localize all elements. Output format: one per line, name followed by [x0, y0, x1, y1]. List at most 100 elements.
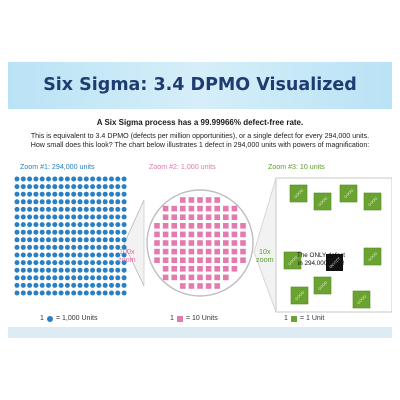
unit-dot: [58, 252, 64, 258]
unit-square: [180, 231, 186, 238]
unit-square: [154, 248, 160, 255]
unit-square: [231, 231, 238, 238]
unit-square: [205, 205, 212, 212]
unit-dot: [83, 191, 89, 197]
unit-square: [240, 248, 246, 255]
unit-dot: [58, 214, 64, 220]
unit-square: [214, 248, 220, 255]
unit-dot: [14, 237, 20, 243]
unit-square: [154, 223, 160, 229]
unit-dot: [33, 214, 39, 220]
unit-dot: [121, 260, 127, 266]
unit-dot: [109, 244, 114, 250]
unit-dot: [20, 222, 26, 228]
unit-square: [205, 231, 212, 238]
unit-dot: [14, 267, 20, 273]
unit-square: [240, 231, 246, 238]
unit-dot: [14, 184, 20, 190]
unit-square: [188, 214, 195, 220]
unit-dot: [46, 206, 51, 212]
unit-dot: [33, 290, 39, 296]
unit-square: [180, 257, 186, 263]
unit-dot: [121, 275, 127, 281]
unit-dot: [64, 290, 70, 296]
unit-dot: [96, 282, 102, 288]
good-unit-tile-label: GOOD: [294, 188, 305, 199]
unit-dot: [71, 260, 77, 266]
unit-square: [223, 214, 229, 220]
unit-dot: [27, 267, 33, 273]
unit-square: [180, 205, 186, 212]
unit-dot: [90, 260, 96, 266]
unit-dot: [14, 206, 20, 212]
unit-dot: [20, 191, 26, 197]
unit-dot: [64, 184, 70, 190]
unit-square: [162, 248, 169, 255]
unit-dot: [27, 191, 33, 197]
unit-square: [231, 214, 238, 220]
unit-dot: [83, 252, 89, 258]
unit-dot: [52, 229, 58, 235]
unit-dot: [102, 222, 108, 228]
unit-dot: [46, 191, 51, 197]
unit-dot: [14, 199, 20, 205]
unit-dot: [64, 237, 70, 243]
unit-dot: [102, 206, 108, 212]
unit-dot-icon: [47, 316, 53, 322]
unit-dot: [83, 244, 89, 250]
unit-square: [240, 240, 246, 246]
unit-square: [240, 257, 246, 263]
unit-dot: [58, 222, 64, 228]
unit-square: [231, 223, 238, 229]
unit-square: [171, 205, 177, 212]
unit-dot: [96, 176, 102, 182]
unit-dot: [58, 260, 64, 266]
unit-dot: [77, 282, 83, 288]
unit-dot: [83, 260, 89, 266]
unit-dot: [90, 252, 96, 258]
unit-square: [231, 257, 238, 263]
unit-square: [171, 248, 177, 255]
unit-dot: [83, 282, 89, 288]
unit-square: [231, 205, 238, 212]
unit-dot: [39, 206, 45, 212]
unit-dot: [14, 260, 20, 266]
unit-dot: [20, 229, 26, 235]
unit-dot: [102, 267, 108, 273]
unit-square: [162, 231, 169, 238]
unit-dot: [46, 237, 51, 243]
unit-dot: [77, 184, 83, 190]
unit-dot: [52, 237, 58, 243]
unit-dot: [58, 206, 64, 212]
unit-dot: [20, 199, 26, 205]
unit-dot: [27, 229, 33, 235]
good-unit-tile: [283, 251, 302, 270]
unit-square: [188, 240, 195, 246]
unit-square: [188, 266, 195, 272]
zoom-tag-100x-value: 100x: [118, 247, 135, 256]
unit-dot: [71, 184, 77, 190]
unit-dot: [14, 275, 20, 281]
unit-dot: [96, 244, 102, 250]
unit-dot: [90, 206, 96, 212]
unit-dot: [64, 260, 70, 266]
footer-bar: [8, 327, 392, 338]
zoom-tag-100x-word: zoom: [118, 255, 136, 264]
unit-dot: [27, 222, 33, 228]
good-unit-tile-label: GOOD: [318, 280, 329, 291]
unit-dot: [102, 290, 108, 296]
good-unit-tile: [352, 290, 371, 309]
unit-dot: [83, 176, 89, 182]
unit-dot: [20, 184, 26, 190]
unit-dot: [46, 260, 51, 266]
unit-dot: [102, 252, 108, 258]
unit-square: [205, 257, 212, 263]
unit-dot: [96, 260, 102, 266]
unit-dot: [52, 222, 58, 228]
unit-dot: [27, 244, 33, 250]
zoom-2-square-grid: [154, 197, 246, 289]
unit-dot: [90, 229, 96, 235]
unit-dot: [14, 282, 20, 288]
unit-dot: [96, 267, 102, 273]
